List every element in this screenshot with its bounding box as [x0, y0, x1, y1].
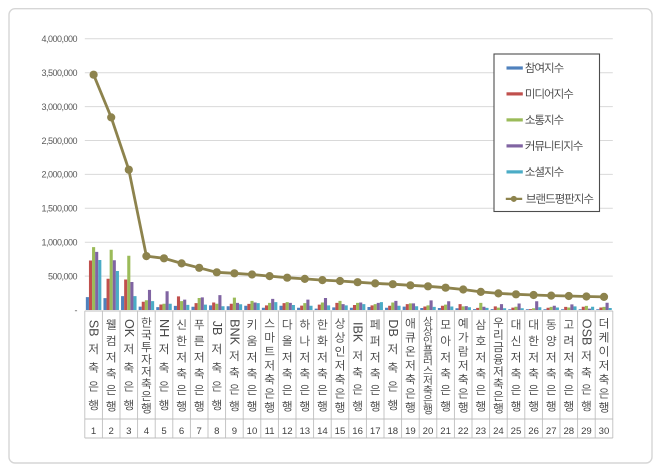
svg-text:15: 15 [335, 426, 346, 437]
svg-text:24: 24 [493, 426, 504, 437]
svg-text:21: 21 [440, 426, 451, 437]
svg-text:20: 20 [423, 426, 434, 437]
svg-text:DB: DB [386, 319, 400, 337]
svg-text:27: 27 [546, 426, 557, 437]
svg-text:9: 9 [232, 426, 237, 437]
svg-text:IBK: IBK [351, 322, 365, 343]
svg-text:29: 29 [581, 426, 592, 437]
svg-text:JB: JB [210, 321, 224, 336]
svg-text:23: 23 [475, 426, 486, 437]
svg-text:8: 8 [214, 426, 219, 437]
svg-text:25: 25 [511, 426, 522, 437]
svg-text:17: 17 [370, 426, 381, 437]
svg-text:SB: SB [87, 320, 101, 337]
svg-text:4: 4 [144, 426, 150, 437]
svg-text:22: 22 [458, 426, 469, 437]
svg-text:14: 14 [317, 426, 328, 437]
svg-text:-: - [75, 305, 78, 315]
svg-text:18: 18 [387, 426, 398, 437]
svg-text:7: 7 [197, 426, 202, 437]
svg-text:26: 26 [528, 426, 539, 437]
svg-text:500,000: 500,000 [48, 271, 78, 281]
svg-text:3: 3 [126, 426, 131, 437]
svg-text:3,000,000: 3,000,000 [41, 102, 77, 112]
svg-text:10: 10 [247, 426, 258, 437]
svg-text:19: 19 [405, 426, 416, 437]
svg-text:13: 13 [299, 426, 310, 437]
svg-text:28: 28 [563, 426, 574, 437]
svg-text:1,000,000: 1,000,000 [41, 238, 77, 248]
svg-text:30: 30 [599, 426, 610, 437]
svg-text:2,000,000: 2,000,000 [41, 170, 77, 180]
svg-text:OK: OK [122, 319, 136, 338]
svg-text:6: 6 [179, 426, 184, 437]
svg-text:12: 12 [282, 426, 293, 437]
svg-text:OSB: OSB [579, 319, 593, 346]
svg-text:2: 2 [109, 426, 114, 437]
svg-text:5: 5 [161, 426, 166, 437]
svg-text:2,500,000: 2,500,000 [41, 136, 77, 146]
svg-text:11: 11 [265, 426, 275, 437]
svg-text:16: 16 [352, 426, 363, 437]
svg-text:NH: NH [157, 319, 171, 337]
svg-text:1: 1 [91, 426, 96, 437]
svg-text:4,000,000: 4,000,000 [41, 34, 77, 44]
svg-text:3,500,000: 3,500,000 [41, 68, 77, 78]
svg-text:1,500,000: 1,500,000 [41, 204, 77, 214]
svg-text:BNK: BNK [227, 319, 241, 345]
